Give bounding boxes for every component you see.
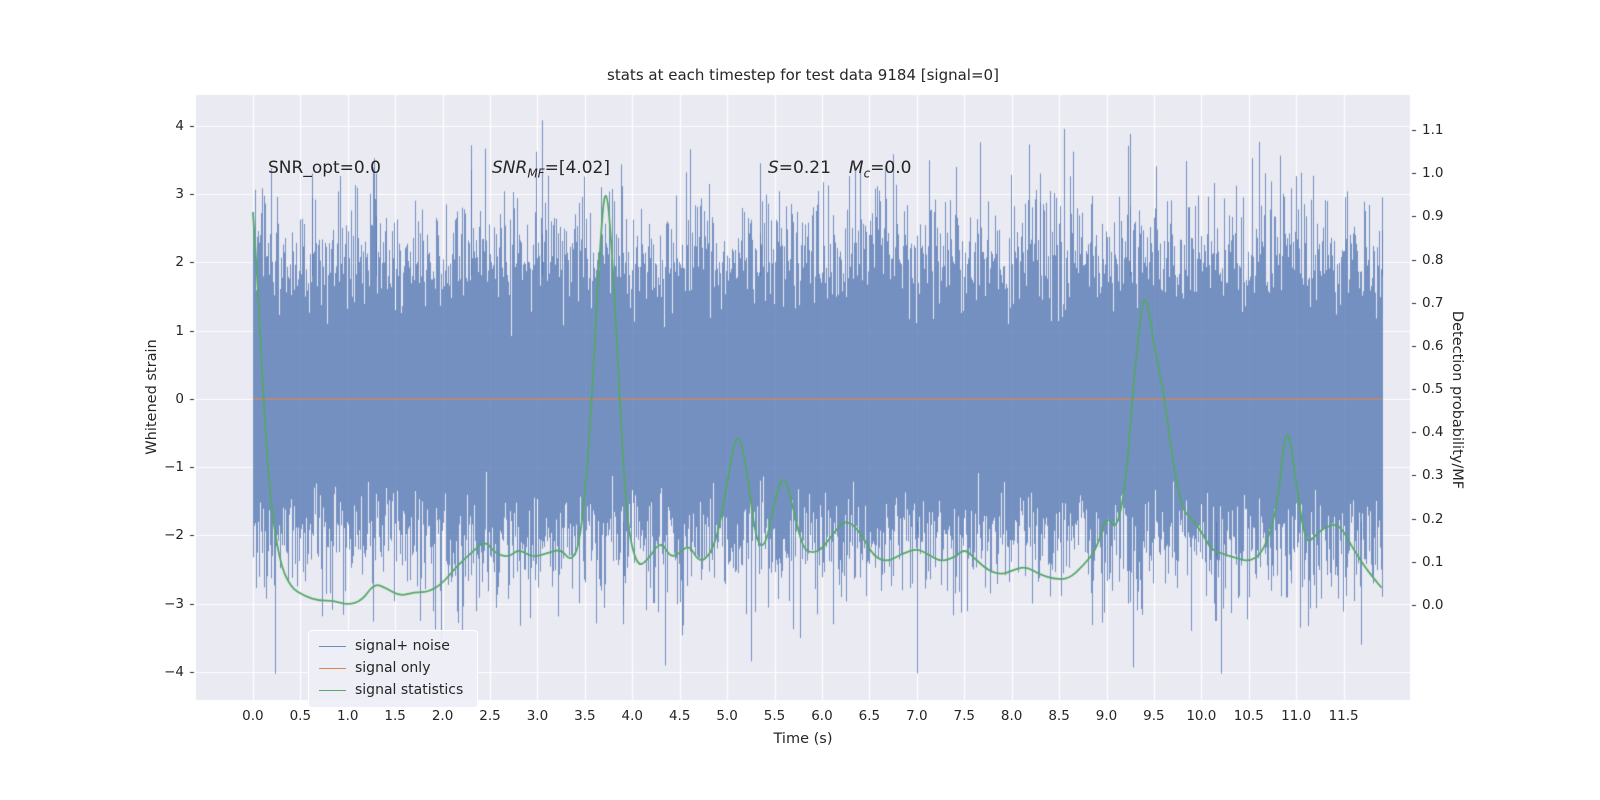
y-right-tick-label: 0.8 xyxy=(1422,251,1444,268)
legend-label: signal+ noise xyxy=(355,638,450,654)
x-tick-label: 2.5 xyxy=(479,708,501,724)
x-tick-label: 8.5 xyxy=(1048,708,1070,724)
y-right-tick-label: 0.2 xyxy=(1422,510,1444,527)
y-left-tick-label: −1 xyxy=(164,459,184,476)
x-tick-label: 9.0 xyxy=(1095,708,1118,724)
annotation-mc-symbol: M xyxy=(848,158,864,178)
x-tick-label: 8.0 xyxy=(1000,708,1023,724)
y-left-tick-label: 4 xyxy=(175,117,184,134)
annotation-snr-opt-text: SNR_opt=0.0 xyxy=(268,158,381,178)
annotation-stats: S=0.21 Mc=0.0 xyxy=(768,158,911,180)
y-right-tick-label: 0.1 xyxy=(1422,553,1444,570)
annotation-mc-sub: c xyxy=(863,166,871,181)
y-left-tick-label: −2 xyxy=(164,527,184,544)
legend-label: signal only xyxy=(355,660,431,676)
annotation-snr-mf-post: =[4.02] xyxy=(544,158,610,178)
x-tick-label: 0.0 xyxy=(242,708,264,724)
x-tick-label: 3.0 xyxy=(526,708,549,724)
legend-swatch xyxy=(319,690,346,691)
legend: signal+ noise signal only signal statistic… xyxy=(308,630,479,708)
x-tick-label: 6.5 xyxy=(858,708,881,724)
chart-title: stats at each timestep for test data 918… xyxy=(607,66,999,84)
y-left-tick-label: −3 xyxy=(164,595,184,612)
y-right-tick-label: 0.9 xyxy=(1422,208,1444,225)
y-left-tick-label: −4 xyxy=(164,664,184,680)
y-right-tick-label: 0.7 xyxy=(1422,294,1444,311)
x-tick-label: 2.0 xyxy=(431,708,454,724)
x-axis-label: Time (s) xyxy=(773,731,833,747)
x-tick-label: 6.0 xyxy=(811,708,833,724)
x-tick-label: 9.5 xyxy=(1143,708,1165,724)
x-tick-label: 0.5 xyxy=(289,708,312,724)
x-tick-label: 5.0 xyxy=(716,708,738,724)
y-axis-label-right: Detection probability/MF xyxy=(1449,310,1465,490)
x-tick-label: 11.0 xyxy=(1281,708,1312,724)
annotation-snr-opt: SNR_opt=0.0 xyxy=(268,158,381,178)
legend-item: signal only xyxy=(319,661,463,676)
annotation-s-value: =0.21 xyxy=(778,158,831,178)
x-tick-label: 5.5 xyxy=(763,708,786,724)
y-left-tick-label: 2 xyxy=(175,254,184,271)
x-tick-label: 4.0 xyxy=(621,708,644,724)
x-tick-label: 10.5 xyxy=(1233,708,1264,724)
y-right-tick-label: 0.4 xyxy=(1422,424,1444,441)
x-tick-label: 1.0 xyxy=(337,708,359,724)
legend-label: signal statistics xyxy=(355,682,464,698)
y-left-tick-label: 0 xyxy=(175,390,184,407)
annotation-snr-mf: SNRMF=[4.02] xyxy=(492,158,610,180)
y-left-tick-label: 3 xyxy=(175,186,184,202)
x-tick-label: 1.5 xyxy=(384,708,406,724)
y-right-tick-label: 1.0 xyxy=(1422,165,1444,182)
legend-item: signal+ noise xyxy=(319,639,463,654)
legend-swatch xyxy=(319,646,346,647)
x-tick-label: 7.5 xyxy=(953,708,975,724)
annotation-s-symbol: S xyxy=(768,158,779,178)
legend-swatch xyxy=(319,668,346,669)
y-right-tick-label: 0.5 xyxy=(1422,381,1444,398)
y-left-tick-label: 1 xyxy=(175,322,184,339)
x-tick-label: 7.0 xyxy=(906,708,928,724)
annotation-mc-value: =0.0 xyxy=(870,158,912,178)
x-tick-label: 11.5 xyxy=(1328,708,1359,724)
y-right-tick-label: 0.0 xyxy=(1422,596,1444,613)
y-right-tick-label: 0.3 xyxy=(1422,467,1444,484)
y-right-tick-label: 0.6 xyxy=(1422,337,1444,354)
legend-item: signal statistics xyxy=(319,683,463,698)
annotation-snr-mf-pre: SNR xyxy=(492,158,528,178)
annotation-snr-mf-sub: MF xyxy=(527,166,545,181)
x-tick-label: 10.0 xyxy=(1186,708,1217,724)
x-tick-label: 4.5 xyxy=(668,708,691,724)
x-tick-label: 3.5 xyxy=(574,708,596,724)
y-right-tick-label: 1.1 xyxy=(1422,121,1444,138)
